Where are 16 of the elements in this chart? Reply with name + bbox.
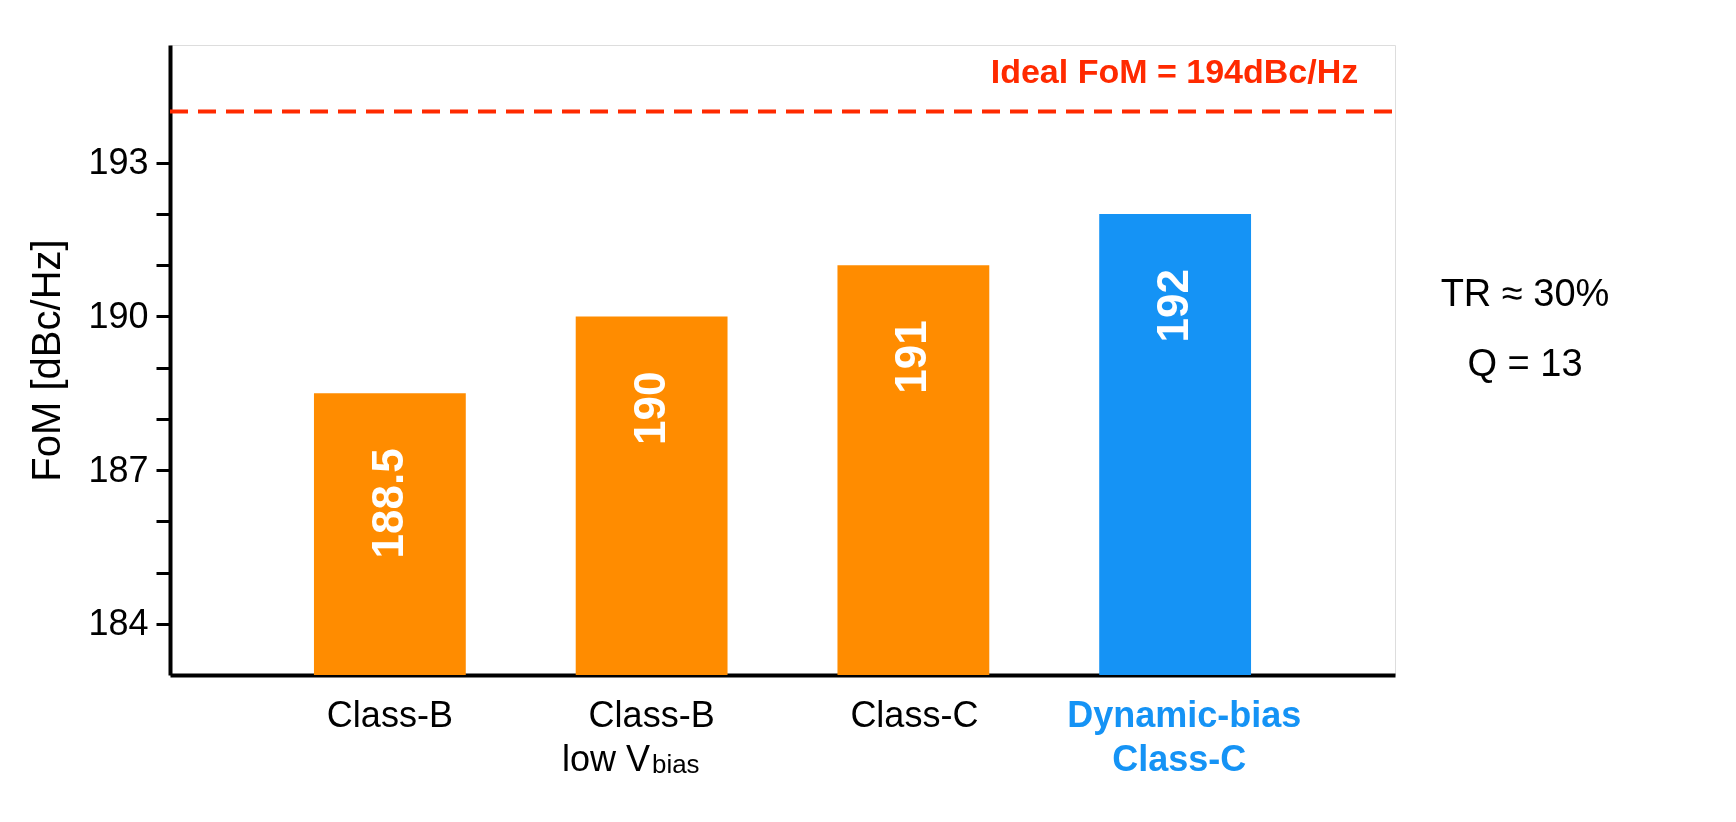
text: Q = 13 (1467, 342, 1583, 384)
y-tick-label: 190 (88, 294, 149, 336)
y-axis-title: FoM [dBc/Hz] (24, 239, 69, 482)
data-label: 190 (624, 371, 674, 445)
ref-line-label: Ideal FoM = 194dBc/Hz (990, 51, 1359, 90)
y-tick-label: 187 (88, 448, 149, 490)
data-label: 188.5 (362, 448, 412, 559)
text: TR ≈ 30% (1440, 272, 1610, 314)
y-tick-label: 193 (88, 141, 149, 183)
data-label: 191 (886, 320, 936, 394)
data-label: 192 (1148, 269, 1198, 343)
x-tick-label: Class-B low Vbias (561, 694, 715, 779)
x-tick-label: Dynamic-bias Class-C (1067, 694, 1302, 779)
x-tick-label: Class-B (326, 694, 453, 735)
y-tick-label: 184 (88, 602, 149, 644)
x-tick-label: Class-C (850, 694, 979, 735)
